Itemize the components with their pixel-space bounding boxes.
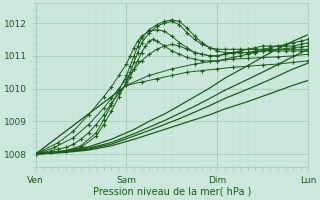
X-axis label: Pression niveau de la mer( hPa ): Pression niveau de la mer( hPa ): [93, 187, 251, 197]
